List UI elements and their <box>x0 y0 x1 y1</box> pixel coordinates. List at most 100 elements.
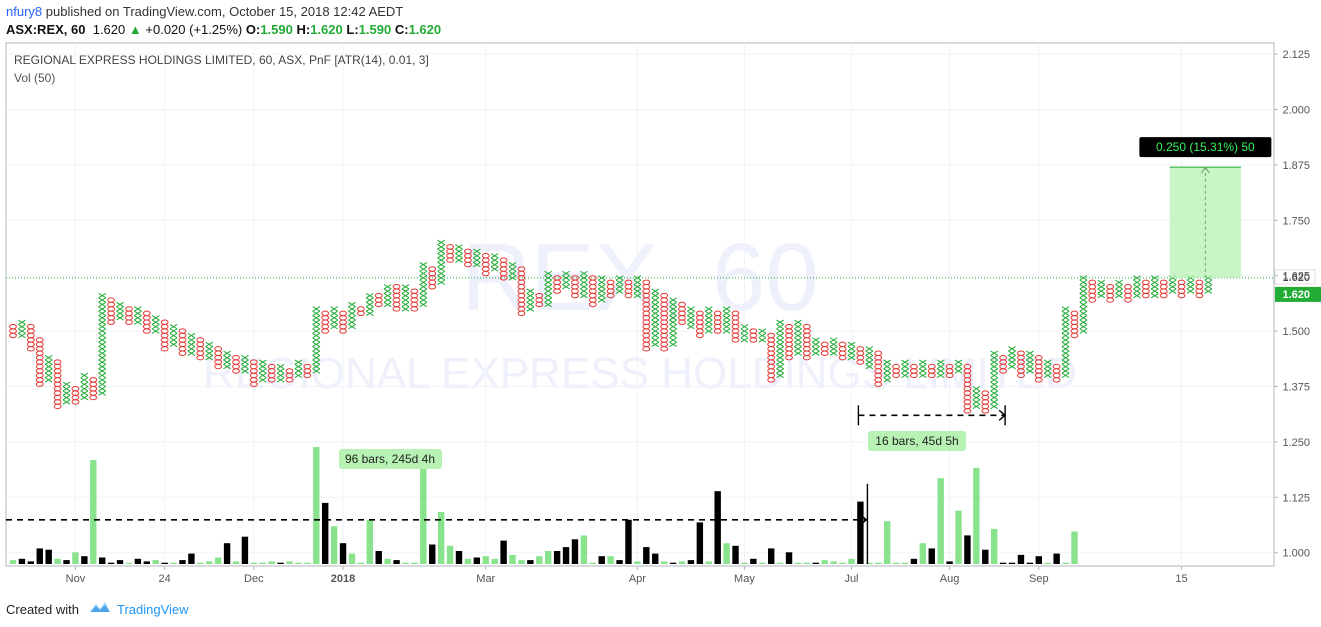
x-box <box>1061 319 1070 325</box>
volume-bar <box>589 562 596 564</box>
x-box <box>116 306 124 312</box>
x-box <box>526 297 535 303</box>
price-axis[interactable]: 2.125 2.000 1.875 1.750 1.625 1.500 1.375 1.250… <box>1274 49 1310 560</box>
o-box <box>1106 292 1115 299</box>
x-box <box>1061 372 1070 379</box>
o-column <box>35 337 44 387</box>
x-box <box>365 301 374 308</box>
x-box <box>1026 359 1034 365</box>
x-box <box>1186 288 1195 294</box>
x-box <box>1079 324 1088 330</box>
pnf-chart[interactable]: REX, 60 REGIONAL EXPRESS HOLDINGS LIMITE… <box>0 0 1321 590</box>
x-box <box>776 319 784 325</box>
x-box <box>865 355 874 361</box>
date-range-tool-1[interactable]: 96 bars, 245d 4h <box>6 449 869 564</box>
x-column <box>1204 275 1213 294</box>
date-range-tool-2[interactable]: 16 bars, 45d 5h <box>857 405 1007 451</box>
x-column <box>1115 279 1123 299</box>
volume-legend[interactable]: Vol (50) <box>14 71 55 85</box>
x-box <box>455 248 463 254</box>
x-column <box>651 288 660 348</box>
x-box <box>80 381 89 387</box>
x-box <box>508 261 517 268</box>
x-box <box>972 390 981 396</box>
x-box <box>1097 279 1106 285</box>
x-box <box>669 337 677 343</box>
author-link[interactable]: nfury8 <box>6 4 43 19</box>
tradingview-logo-icon[interactable] <box>88 600 112 614</box>
volume-bar <box>999 562 1007 564</box>
o-box <box>107 310 116 317</box>
o-box <box>1070 310 1079 317</box>
o-box <box>89 381 98 387</box>
x-box <box>794 319 802 325</box>
o-box <box>731 332 740 339</box>
x-box <box>704 319 713 325</box>
x-column <box>44 355 53 383</box>
x-box <box>883 377 892 383</box>
o-box <box>1106 297 1115 303</box>
volume-bar <box>295 562 302 564</box>
o-column <box>232 354 240 374</box>
x-box <box>990 390 999 396</box>
o-column <box>571 275 579 299</box>
o-box <box>606 279 615 286</box>
x-column <box>169 324 178 348</box>
volume-bar <box>776 562 784 564</box>
o-box <box>125 310 133 317</box>
price-range-tool[interactable]: 0.250 (15.31%) 50 <box>1139 137 1272 278</box>
publish-info: nfury8 published on TradingView.com, Oct… <box>6 4 403 19</box>
x-box <box>437 253 446 259</box>
volume-bar <box>964 535 971 564</box>
volume-bar <box>634 561 641 564</box>
o-column <box>446 244 454 263</box>
o-box <box>446 257 454 263</box>
x-column <box>383 284 392 308</box>
change-value: +0.020 (+1.25%) <box>145 22 243 37</box>
x-box <box>62 381 71 387</box>
volume-bar <box>437 512 445 564</box>
x-column <box>455 244 463 263</box>
x-box <box>437 279 446 285</box>
o-column <box>1017 350 1025 379</box>
o-box <box>53 399 62 405</box>
x-box <box>865 363 874 370</box>
x-box <box>687 310 695 317</box>
x-tick-label: Sep <box>1029 573 1049 585</box>
x-column <box>580 270 588 299</box>
o-box <box>1052 363 1061 370</box>
symbol-label: ASX:REX, 60 <box>6 22 86 37</box>
volume-bar <box>687 560 695 564</box>
y-tick-label: 2.000 <box>1282 104 1310 116</box>
x-box <box>419 297 428 303</box>
footer: Created with TradingView <box>0 596 1321 627</box>
x-box <box>294 368 303 374</box>
o-column <box>660 292 669 352</box>
x-box <box>794 328 802 334</box>
x-box <box>419 270 428 277</box>
time-axis[interactable]: Nov 24 Dec 2018 Mar Apr May Jul Aug Sep 15 <box>66 566 1188 585</box>
x-box <box>1061 363 1070 370</box>
o-box <box>446 244 454 250</box>
x-box <box>651 332 660 339</box>
volume-bar <box>170 562 177 564</box>
main-legend[interactable]: REGIONAL EXPRESS HOLDINGS LIMITED, 60, A… <box>14 53 429 67</box>
x-column <box>62 381 71 405</box>
x-box <box>419 284 428 290</box>
x-box <box>758 328 767 334</box>
x-column <box>241 355 249 374</box>
x-box <box>169 324 178 330</box>
o-box <box>1088 297 1097 303</box>
o-column <box>874 350 883 387</box>
x-box <box>562 275 570 281</box>
o-column <box>249 359 258 387</box>
x-box <box>241 368 249 374</box>
price-range-label-box <box>1139 137 1272 158</box>
x-tick-label: 15 <box>1175 573 1187 585</box>
x-box <box>312 319 321 325</box>
volume-bar <box>1035 556 1042 564</box>
tradingview-brand-link[interactable]: TradingView <box>117 602 189 617</box>
x-box <box>990 377 999 383</box>
volume-bar <box>9 560 17 564</box>
x-column <box>776 319 784 379</box>
